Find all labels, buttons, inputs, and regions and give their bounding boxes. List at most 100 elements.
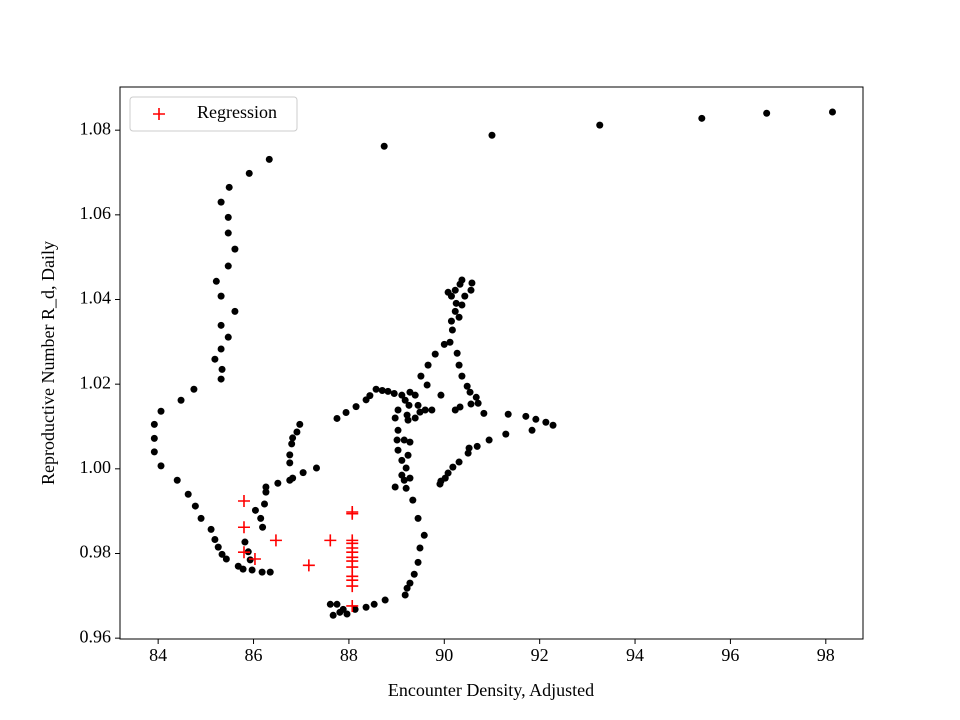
point bbox=[402, 464, 410, 472]
point bbox=[420, 531, 428, 539]
point bbox=[404, 416, 412, 424]
y-tick-label: 0.96 bbox=[80, 626, 112, 646]
point bbox=[417, 372, 425, 380]
point bbox=[472, 393, 480, 401]
point bbox=[398, 391, 406, 399]
point bbox=[451, 286, 459, 294]
point bbox=[528, 426, 536, 434]
point bbox=[474, 399, 482, 407]
point bbox=[333, 414, 341, 422]
point bbox=[463, 382, 471, 390]
point bbox=[224, 262, 232, 270]
point bbox=[446, 338, 454, 346]
point bbox=[596, 121, 604, 129]
point bbox=[211, 355, 219, 363]
point bbox=[266, 568, 274, 576]
point bbox=[326, 600, 334, 608]
point bbox=[449, 463, 457, 471]
y-tick-label: 1.04 bbox=[80, 288, 112, 308]
point bbox=[455, 458, 463, 466]
point bbox=[248, 552, 261, 565]
y-axis-label: Reproductive Number R_d, Daily bbox=[38, 241, 58, 485]
point bbox=[288, 440, 296, 448]
point bbox=[296, 420, 304, 428]
x-tick-label: 92 bbox=[531, 645, 549, 665]
x-axis-label: Encounter Density, Adjusted bbox=[388, 680, 594, 700]
point bbox=[400, 436, 408, 444]
point bbox=[343, 610, 351, 618]
point bbox=[403, 584, 411, 592]
point bbox=[225, 183, 233, 191]
point bbox=[416, 408, 424, 416]
point bbox=[405, 401, 413, 409]
point bbox=[431, 350, 439, 358]
point bbox=[406, 474, 414, 482]
point bbox=[467, 286, 475, 294]
point bbox=[466, 388, 474, 396]
point bbox=[257, 514, 265, 522]
point bbox=[269, 534, 282, 547]
x-tick-label: 96 bbox=[721, 645, 739, 665]
point bbox=[217, 375, 225, 383]
x-tick-label: 84 bbox=[149, 645, 167, 665]
point bbox=[416, 544, 424, 552]
point bbox=[698, 114, 706, 122]
point bbox=[352, 403, 360, 411]
point bbox=[274, 479, 282, 487]
point bbox=[346, 580, 359, 593]
point bbox=[258, 568, 266, 576]
point bbox=[406, 438, 414, 446]
point bbox=[237, 521, 250, 534]
point bbox=[458, 301, 466, 309]
point bbox=[461, 292, 469, 300]
point bbox=[212, 277, 220, 285]
point bbox=[378, 387, 386, 395]
point bbox=[184, 490, 192, 498]
point bbox=[473, 442, 481, 450]
legend-box bbox=[129, 96, 298, 132]
point bbox=[401, 591, 409, 599]
point bbox=[366, 392, 374, 400]
point bbox=[394, 406, 402, 414]
point bbox=[190, 385, 198, 393]
point bbox=[384, 387, 392, 395]
point bbox=[370, 600, 378, 608]
y-tick-label: 1.06 bbox=[80, 203, 112, 223]
point bbox=[542, 418, 550, 426]
point bbox=[504, 410, 512, 418]
point bbox=[342, 409, 350, 417]
point bbox=[289, 434, 297, 442]
point bbox=[402, 484, 410, 492]
point bbox=[237, 495, 250, 507]
point bbox=[394, 426, 402, 434]
point bbox=[324, 534, 337, 547]
point bbox=[400, 476, 408, 484]
point bbox=[485, 436, 493, 444]
point bbox=[444, 469, 452, 477]
point bbox=[150, 420, 158, 428]
point bbox=[549, 421, 557, 429]
point bbox=[444, 288, 452, 296]
point bbox=[262, 488, 270, 496]
point bbox=[393, 436, 401, 444]
y-tick-label: 1.00 bbox=[80, 457, 112, 477]
point bbox=[421, 406, 429, 414]
y-tick-label: 1.08 bbox=[80, 118, 112, 138]
point bbox=[414, 401, 422, 409]
point bbox=[451, 406, 459, 414]
point bbox=[406, 388, 414, 396]
x-tick-label: 94 bbox=[626, 645, 644, 665]
point bbox=[502, 430, 510, 438]
point bbox=[299, 469, 307, 477]
point bbox=[458, 276, 466, 284]
point bbox=[157, 407, 165, 415]
x-tick-label: 88 bbox=[340, 645, 358, 665]
point bbox=[260, 500, 268, 508]
point bbox=[207, 525, 215, 533]
point bbox=[217, 292, 225, 300]
point bbox=[414, 514, 422, 522]
point bbox=[336, 608, 344, 616]
point bbox=[286, 459, 294, 467]
point bbox=[406, 579, 414, 587]
